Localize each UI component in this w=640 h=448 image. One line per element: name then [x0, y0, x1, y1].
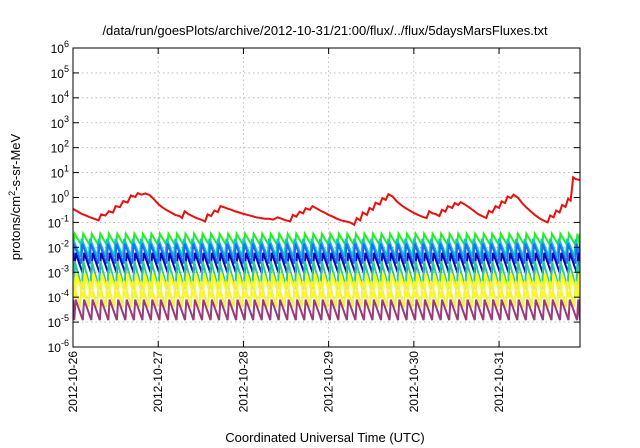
y-tick-label-exponent: 0: [64, 189, 69, 199]
x-tick-label: 2012-10-26: [66, 351, 80, 413]
y-axis-label-sup: 2: [7, 191, 17, 196]
y-axis-label-suffix: -s-sr-MeV: [8, 133, 23, 190]
y-tick-label-base: 10: [51, 167, 65, 181]
y-tick-label: 106: [51, 39, 69, 56]
plot-series: [73, 175, 580, 321]
y-tick-label: 10-1: [48, 213, 69, 230]
series-line-6: [73, 260, 580, 289]
x-tick-label: 2012-10-28: [236, 351, 250, 413]
chart-title: /data/run/goesPlots/archive/2012-10-31/2…: [102, 23, 548, 38]
series-line-9: [73, 299, 580, 321]
y-tick-label-exponent: 6: [64, 39, 69, 49]
y-tick-label-base: 10: [48, 291, 62, 305]
y-tick-label-exponent: -6: [61, 338, 69, 348]
y-tick-label: 10-2: [48, 238, 69, 255]
series-line-1: [73, 175, 580, 227]
y-tick-label-base: 10: [48, 341, 62, 355]
series-line-3: [73, 238, 580, 258]
y-tick-label-exponent: 1: [64, 164, 69, 174]
y-axis-label: protons/cm2-s-sr-MeV: [7, 133, 23, 260]
y-tick-label: 10-4: [48, 288, 69, 305]
y-tick-label: 105: [51, 64, 69, 81]
ticks: [72, 47, 580, 348]
y-tick-label-base: 10: [51, 67, 65, 81]
y-tick-label-base: 10: [51, 42, 65, 56]
y-tick-label-base: 10: [48, 316, 62, 330]
y-tick-label-base: 10: [51, 92, 65, 106]
y-tick-label: 102: [51, 139, 69, 156]
y-tick-label-exponent: -2: [61, 238, 69, 248]
series-line-7: [73, 273, 580, 299]
y-tick-label: 10-6: [48, 338, 69, 355]
y-tick-label-exponent: -4: [61, 288, 69, 298]
y-tick-label: 104: [51, 89, 69, 106]
y-tick-label-exponent: 2: [64, 139, 69, 149]
y-tick-label: 100: [51, 189, 69, 206]
y-tick-label-base: 10: [51, 117, 65, 131]
y-tick-label-exponent: 3: [64, 114, 69, 124]
y-tick-label-exponent: -3: [61, 263, 69, 273]
y-tick-label: 103: [51, 114, 69, 131]
y-tick-label-exponent: -5: [61, 313, 69, 323]
y-tick-label-base: 10: [51, 142, 65, 156]
grid: [73, 48, 580, 347]
x-tick-label: 2012-10-29: [322, 351, 336, 413]
x-tick-labels: 2012-10-26 2012-10-27 2012-10-28 2012-10-29…: [66, 351, 506, 413]
y-tick-label-exponent: 5: [64, 64, 69, 74]
y-tick-label: 10-5: [48, 313, 69, 330]
x-tick-label: 2012-10-27: [151, 351, 165, 413]
y-tick-label-base: 10: [48, 266, 62, 280]
y-tick-label-exponent: -1: [61, 213, 69, 223]
y-tick-label: 101: [51, 164, 69, 181]
y-tick-label-base: 10: [48, 241, 62, 255]
y-tick-labels: 10610510410310210110010-110-210-310-410-…: [48, 39, 69, 355]
series-line-4: [73, 243, 580, 265]
y-axis-label-prefix: protons/cm: [8, 196, 23, 260]
y-tick-label-exponent: 4: [64, 89, 69, 99]
x-axis-label: Coordinated Universal Time (UTC): [225, 430, 424, 445]
y-tick-label-base: 10: [51, 192, 65, 206]
series-line-8: [73, 280, 580, 308]
x-tick-label: 2012-10-30: [407, 351, 421, 413]
y-tick-label: 10-3: [48, 263, 69, 280]
y-tick-label-base: 10: [48, 216, 62, 230]
x-tick-label: 2012-10-31: [492, 351, 506, 413]
